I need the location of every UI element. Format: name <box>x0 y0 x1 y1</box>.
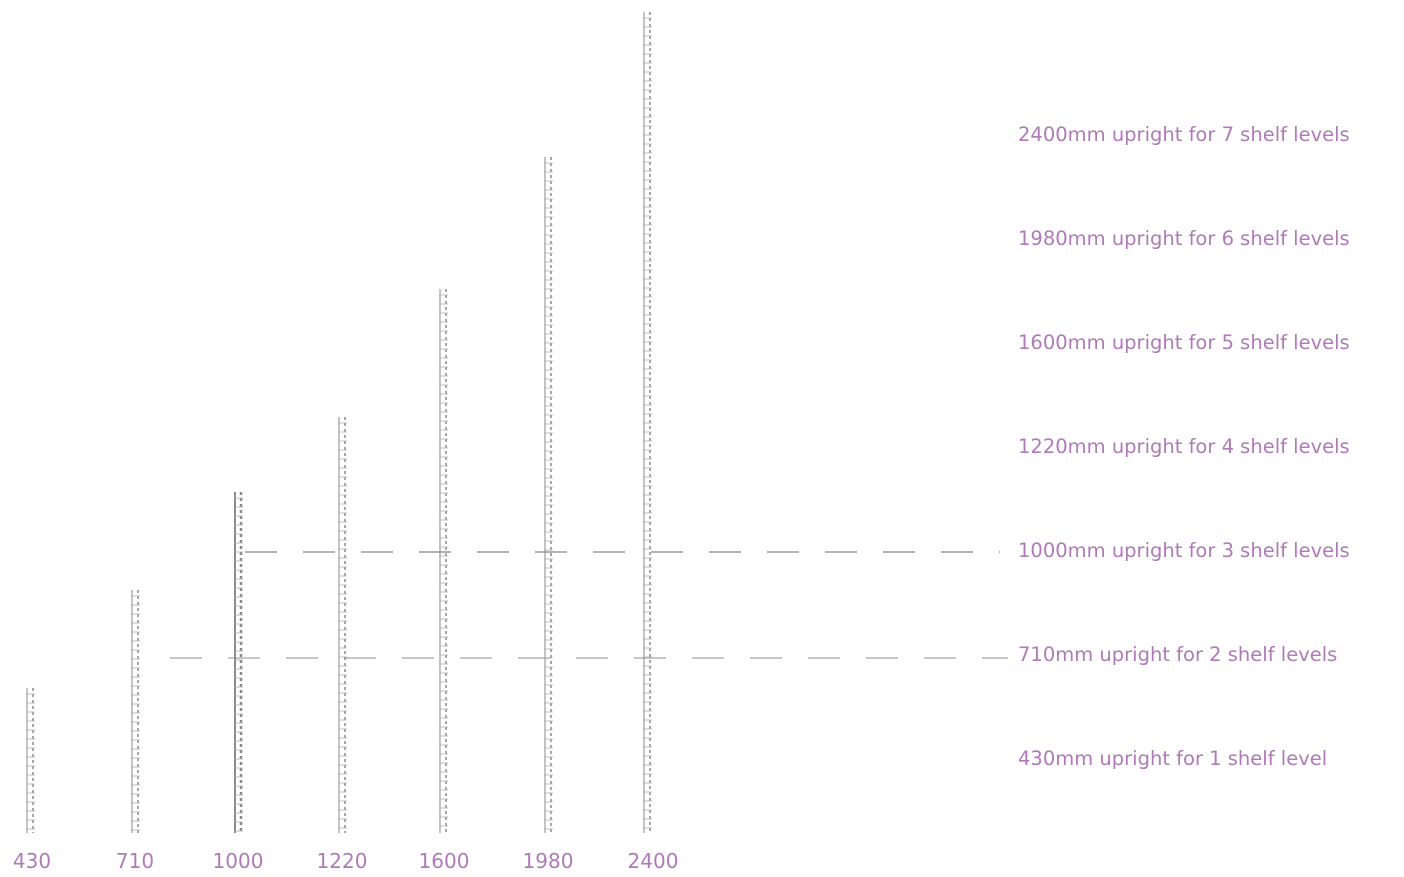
upright-710 <box>131 590 140 833</box>
caption-710: 710mm upright for 2 shelf levels <box>1018 643 1338 666</box>
height-label-1220: 1220 <box>316 849 368 873</box>
height-label-430: 430 <box>12 849 52 873</box>
height-label-1600: 1600 <box>418 849 470 873</box>
upright-1000 <box>234 492 243 833</box>
upright-1600 <box>439 289 448 833</box>
height-label-1980: 1980 <box>522 849 574 873</box>
height-label-1000: 1000 <box>212 849 264 873</box>
upright-430 <box>26 688 35 833</box>
caption-2400: 2400mm upright for 7 shelf levels <box>1018 123 1350 146</box>
caption-1600: 1600mm upright for 5 shelf levels <box>1018 331 1350 354</box>
height-label-2400: 2400 <box>627 849 679 873</box>
upright-2400 <box>643 12 652 833</box>
caption-430: 430mm upright for 1 shelf level <box>1018 747 1328 770</box>
caption-1980: 1980mm upright for 6 shelf levels <box>1018 227 1350 250</box>
upright-1220 <box>338 417 347 833</box>
upright-1980 <box>544 157 553 833</box>
height-label-710: 710 <box>115 849 155 873</box>
caption-1220: 1220mm upright for 4 shelf levels <box>1018 435 1350 458</box>
caption-1000: 1000mm upright for 3 shelf levels <box>1018 539 1350 562</box>
